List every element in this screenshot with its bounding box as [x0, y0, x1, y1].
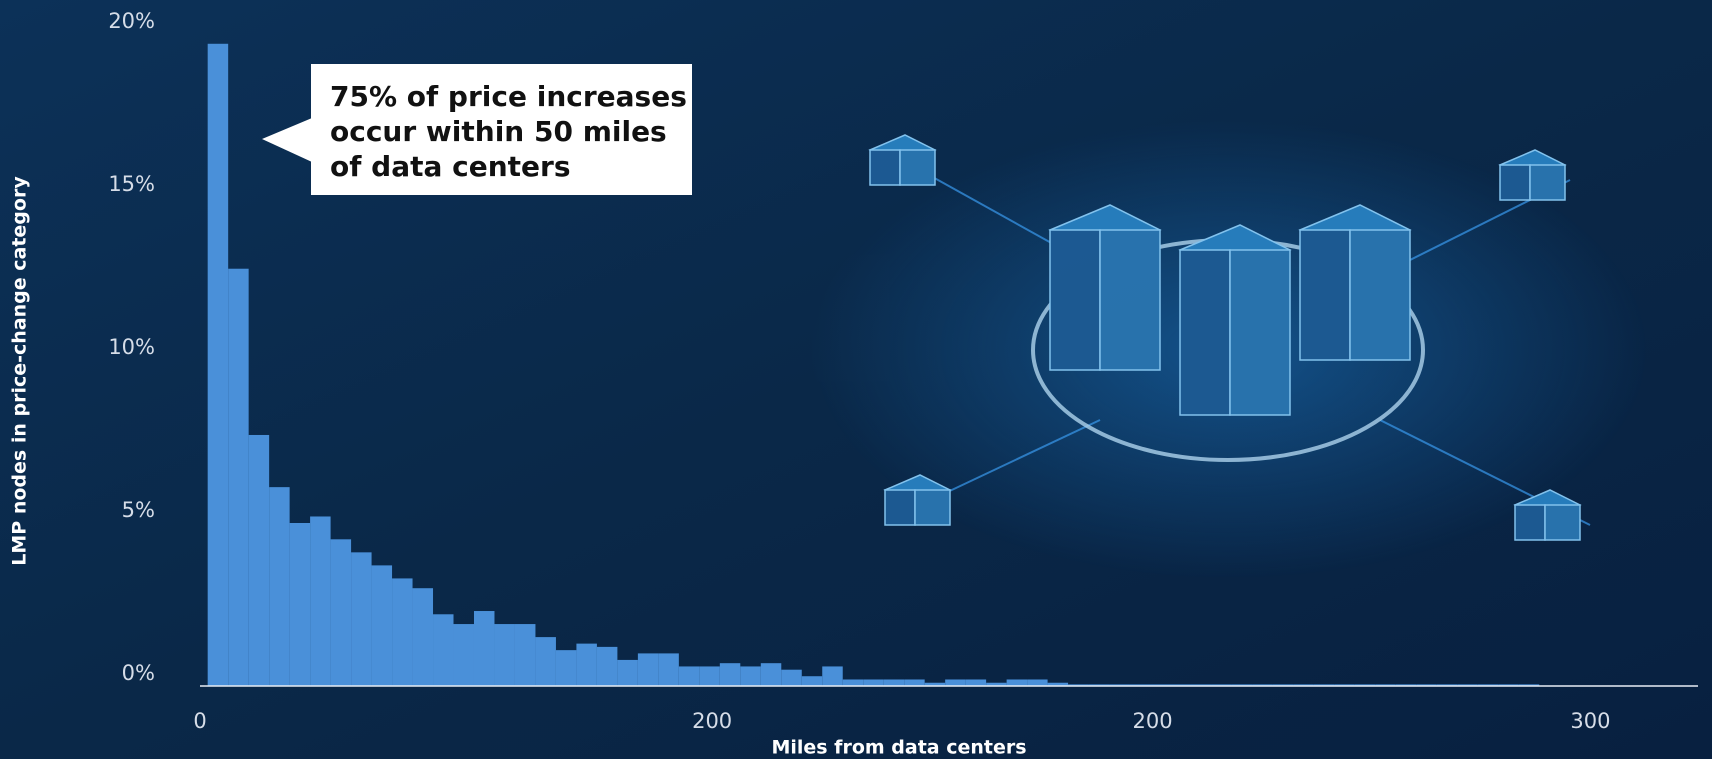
bar — [412, 588, 434, 686]
bar — [1375, 684, 1396, 686]
bar — [678, 666, 700, 686]
bar — [555, 650, 577, 686]
x-tick-label: 200 — [692, 709, 732, 733]
bar — [883, 679, 905, 686]
bar — [1416, 684, 1437, 686]
bar — [822, 666, 843, 686]
annotation-line: 75% of price increases — [330, 80, 687, 113]
bar — [228, 268, 249, 686]
bar — [433, 614, 454, 686]
bar — [1129, 684, 1151, 686]
bar — [1395, 684, 1417, 686]
bar — [596, 646, 618, 686]
x-tick-label: 300 — [1570, 709, 1610, 733]
callout-pointer — [262, 118, 312, 162]
illustration — [810, 120, 1650, 580]
bar — [576, 643, 597, 686]
bar — [248, 434, 270, 686]
bar — [1293, 684, 1314, 686]
bar — [1190, 684, 1212, 686]
callout-box — [311, 64, 692, 195]
y-tick-label: 0% — [122, 661, 155, 685]
bar — [1477, 684, 1499, 686]
bar — [801, 676, 823, 686]
bar — [1211, 684, 1232, 686]
bar — [494, 624, 515, 686]
bar — [351, 552, 372, 686]
y-tick-label: 5% — [122, 498, 155, 522]
bar — [1047, 682, 1069, 686]
bar — [392, 578, 413, 686]
bar — [781, 669, 802, 686]
bar — [699, 666, 720, 686]
bar — [289, 523, 311, 686]
x-tick-label: 200 — [1133, 709, 1173, 733]
bar — [1088, 684, 1110, 686]
bar — [1354, 684, 1376, 686]
bar — [863, 679, 884, 686]
annotation: 75% of price increases occur within 50 m… — [262, 64, 692, 195]
bar — [1334, 684, 1355, 686]
bar — [740, 666, 761, 686]
annotation-line: of data centers — [330, 150, 571, 183]
bar — [637, 653, 659, 686]
bar — [1109, 684, 1130, 686]
bar — [1272, 684, 1294, 686]
y-axis-title: LMP nodes in price-change category — [9, 176, 31, 566]
bar — [986, 682, 1007, 686]
annotation-line: occur within 50 miles — [330, 115, 667, 148]
bar — [1170, 684, 1191, 686]
bar — [514, 624, 536, 686]
bar — [207, 43, 229, 686]
bar — [617, 659, 638, 686]
bar — [269, 487, 290, 686]
x-axis-title: Miles from data centers — [771, 737, 1026, 759]
y-tick-label: 15% — [108, 172, 155, 196]
bar — [1457, 684, 1478, 686]
bar — [310, 516, 331, 686]
bar — [1150, 684, 1171, 686]
bar — [842, 679, 864, 686]
bar — [473, 611, 495, 686]
bar — [1006, 679, 1028, 686]
bar — [924, 682, 946, 686]
bar — [658, 653, 679, 686]
bar — [453, 624, 474, 686]
bar — [1498, 684, 1519, 686]
y-tick-label: 10% — [108, 335, 155, 359]
bar — [1436, 684, 1458, 686]
bar — [904, 679, 925, 686]
bar — [1252, 684, 1273, 686]
bar — [371, 565, 393, 686]
bar — [760, 663, 782, 686]
bar — [1027, 679, 1048, 686]
bar — [945, 679, 966, 686]
bar — [1518, 684, 1540, 686]
bar — [1068, 684, 1089, 686]
bar — [330, 539, 352, 686]
bar — [719, 663, 741, 686]
y-tick-label: 20% — [108, 9, 155, 33]
bar — [1313, 684, 1335, 686]
bar — [965, 679, 987, 686]
bar — [1231, 684, 1253, 686]
x-tick-label: 0 — [193, 709, 206, 733]
bar — [535, 637, 556, 686]
